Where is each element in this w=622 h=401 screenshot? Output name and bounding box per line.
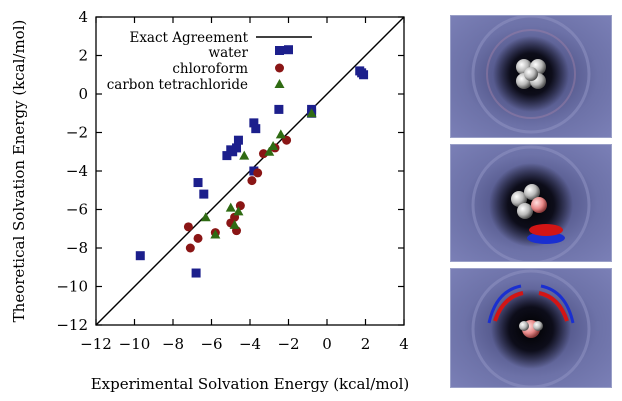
water-density-image: [451, 16, 611, 137]
point-water: [222, 151, 232, 161]
legend-marker-water: [275, 46, 284, 55]
x-tick-label: −2: [277, 335, 299, 353]
point-carbon-tetrachloride: [229, 219, 240, 229]
point-carbon-tetrachloride: [275, 129, 286, 139]
x-tick-label: 2: [361, 335, 371, 353]
legend-label-exact: Exact Agreement: [129, 30, 248, 46]
x-tick-label: 4: [399, 335, 409, 353]
point-water: [355, 66, 365, 76]
point-carbon-tetrachloride: [233, 206, 244, 216]
point-carbon-tetrachloride: [239, 150, 250, 160]
legend-marker-chloroform: [275, 63, 284, 73]
legend-label-water: water: [209, 45, 249, 61]
y-tick-label: −2: [66, 124, 88, 142]
point-carbon-tetrachloride: [264, 146, 275, 156]
chloroform-density-panel: [450, 144, 612, 262]
point-water: [135, 251, 145, 261]
x-axis-ticks: −12 −10 −8 −6 −4 −2 0 2 4: [80, 17, 409, 353]
x-axis-label: Experimental Solvation Energy (kcal/mol): [91, 375, 410, 393]
point-water: [199, 189, 209, 199]
point-carbon-tetrachloride: [225, 202, 236, 212]
point-chloroform: [247, 176, 257, 186]
y-tick-label: −10: [56, 278, 88, 296]
point-chloroform: [185, 243, 195, 253]
legend-label-chloroform: chloroform: [172, 61, 248, 77]
x-tick-label: −10: [119, 335, 151, 353]
x-tick-label: −4: [239, 335, 261, 353]
y-axis-ticks: −12 −10 −8 −6 −4 −2 0 2 4: [56, 8, 404, 334]
y-tick-label: 0: [78, 85, 88, 103]
carbon-tetrachloride-density-panel: [450, 268, 612, 388]
legend-marker-carbon-tetrachloride: [274, 79, 285, 88]
y-tick-label: −8: [66, 239, 88, 257]
solvation-scatter-chart: −12 −10 −8 −6 −4 −2 0 2 4 −12 −10 −8 −6 −4 −2 0 2 4 Exac…: [10, 8, 410, 393]
point-chloroform: [193, 233, 203, 243]
x-tick-label: −12: [80, 335, 112, 353]
point-carbon-tetrachloride: [210, 229, 221, 239]
point-chloroform: [253, 168, 263, 178]
carbon-tetrachloride-density-image: [451, 269, 611, 387]
y-tick-label: −6: [66, 201, 88, 219]
water-density-panel: [450, 15, 612, 138]
x-tick-label: 0: [322, 335, 332, 353]
chloroform-density-image: [451, 145, 611, 261]
y-tick-label: −12: [56, 316, 88, 334]
point-carbon-tetrachloride: [306, 108, 317, 118]
point-water: [233, 135, 243, 145]
legend: Exact Agreement water chloroform carbon …: [107, 30, 312, 93]
point-chloroform: [183, 222, 193, 232]
data-points: [135, 45, 369, 278]
y-axis-label: Theoretical Solvation Energy (kcal/mol): [10, 20, 28, 323]
point-water: [232, 143, 242, 153]
y-tick-label: 2: [78, 47, 88, 65]
x-tick-label: −6: [200, 335, 222, 353]
point-water: [251, 124, 261, 134]
x-tick-label: −8: [162, 335, 184, 353]
y-tick-label: 4: [78, 8, 88, 26]
point-chloroform: [258, 149, 268, 159]
point-carbon-tetrachloride: [268, 140, 279, 150]
point-water: [191, 268, 201, 278]
point-water: [274, 104, 284, 114]
point-water: [249, 118, 259, 128]
legend-label-carbon-tetrachloride: carbon tetrachloride: [107, 77, 248, 93]
point-carbon-tetrachloride: [200, 212, 211, 222]
point-water: [284, 45, 293, 55]
point-water: [193, 178, 203, 188]
y-tick-label: −4: [66, 162, 88, 180]
